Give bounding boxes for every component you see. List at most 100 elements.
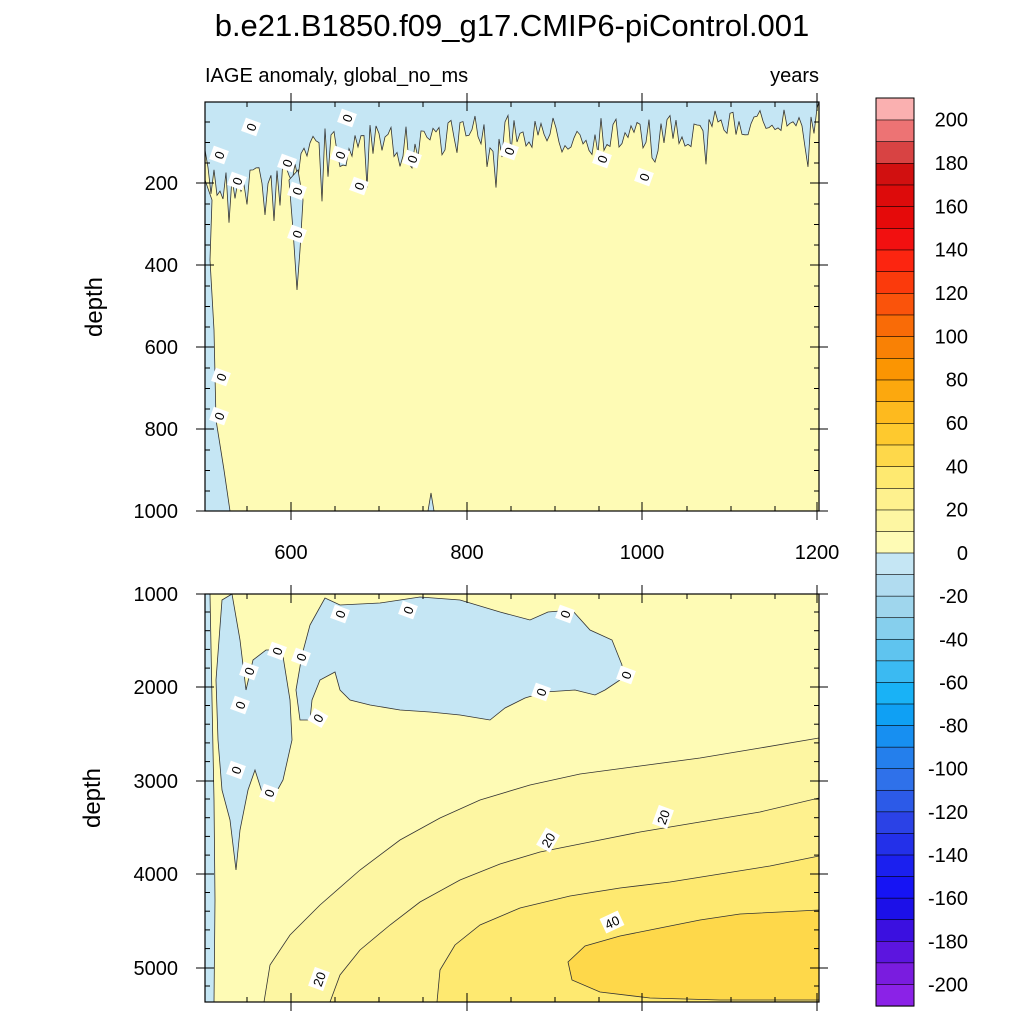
colorbar-label: 100 xyxy=(935,326,968,348)
upper-y-tick-labels: 200 400 600 800 1000 xyxy=(134,173,179,523)
colorbar-label: 0 xyxy=(957,543,968,565)
upper-x-tick-labels: 600 800 1000 1200 xyxy=(274,542,839,564)
colorbar-swatch xyxy=(875,833,915,856)
colorbar-swatch xyxy=(875,422,915,446)
contour-label: 0 xyxy=(289,185,306,197)
colorbar-swatch xyxy=(875,984,915,1007)
colorbar-label: -120 xyxy=(928,802,968,824)
colorbar-label: 40 xyxy=(946,456,968,478)
colorbar-swatch xyxy=(875,97,915,121)
x-tick-label: 1000 xyxy=(620,542,665,564)
colorbar-swatch xyxy=(875,638,915,662)
colorbar-label: -100 xyxy=(928,759,968,781)
contour-label: 0 xyxy=(261,787,278,799)
colorbar-swatch xyxy=(875,854,915,878)
colorbar-swatch xyxy=(875,682,915,705)
colorbar-labels: 200180160140120100806040200-20-40-60-80-… xyxy=(928,110,968,997)
contour-label: 0 xyxy=(501,145,518,157)
x-tick-label: 600 xyxy=(274,542,307,564)
lower-negative-left-strip xyxy=(205,594,216,1002)
lower-panel: 0 0 0 0 0 0 0 0 0 0 0 0 20 20 20 40 dept… xyxy=(79,584,828,1011)
y-tick-label: 2000 xyxy=(134,677,179,699)
colorbar-swatch xyxy=(875,249,915,272)
colorbar-swatch xyxy=(875,746,915,770)
contour-label: 0 xyxy=(232,699,249,711)
colorbar-label: -20 xyxy=(939,586,968,608)
contour-label: 0 xyxy=(351,180,368,192)
colorbar-swatch xyxy=(875,876,915,899)
y-tick-label: 1000 xyxy=(134,501,179,523)
contour-label: 20 xyxy=(310,970,329,989)
x-tick-label: 1200 xyxy=(795,542,840,564)
colorbar-label: -160 xyxy=(928,888,968,910)
lower-y-axis-title: depth xyxy=(79,768,106,828)
upper-contour-labels: 0 0 0 0 0 0 0 0 0 0 0 0 0 0 0 xyxy=(209,108,654,426)
colorbar-swatch xyxy=(875,617,915,640)
colorbar-label: -60 xyxy=(939,672,968,694)
colorbar-swatch xyxy=(875,119,915,142)
colorbar-swatch xyxy=(875,574,915,597)
contour-label: 0 xyxy=(211,149,228,161)
contour-label: 0 xyxy=(289,228,306,240)
x-tick-label: 800 xyxy=(450,542,483,564)
y-tick-label: 3000 xyxy=(134,771,179,793)
colorbar-label: -180 xyxy=(928,931,968,953)
upper-negative-region-surface xyxy=(205,102,819,223)
contour-label: 20 xyxy=(654,808,673,827)
colorbar-label: -40 xyxy=(939,629,968,651)
contour-label: 0 xyxy=(636,171,653,183)
colorbar-swatch xyxy=(875,184,915,207)
colorbar-swatch xyxy=(875,314,915,337)
colorbar-swatch xyxy=(875,141,915,164)
contour-label: 0 xyxy=(339,112,356,124)
colorbar-swatch xyxy=(875,811,915,835)
y-tick-label: 400 xyxy=(145,255,178,277)
upper-bottom-spike xyxy=(427,492,435,511)
colorbar-label: 140 xyxy=(935,240,968,262)
lower-axis-ticks xyxy=(196,585,828,1011)
colorbar-swatch xyxy=(875,703,915,727)
colorbar-label: -80 xyxy=(939,716,968,738)
subtitle-left: IAGE anomaly, global_no_ms xyxy=(205,65,468,87)
lower-band-80-plus xyxy=(567,909,819,1001)
contour-label: 0 xyxy=(400,604,417,616)
colorbar-swatch xyxy=(875,919,915,942)
contour-label: 20 xyxy=(538,830,558,850)
contour-label: 40 xyxy=(602,913,621,933)
colorbar-swatch xyxy=(875,552,915,576)
contour-label: 0 xyxy=(229,175,246,187)
colorbar-label: 20 xyxy=(946,500,968,522)
contour-label: 0 xyxy=(241,665,258,677)
contour-label: 0 xyxy=(594,153,611,165)
contour-label: 0 xyxy=(279,157,296,169)
colorbar-swatch xyxy=(875,725,915,748)
colorbar xyxy=(875,97,915,1007)
colorbar-label: 200 xyxy=(935,110,968,132)
lower-contour-labels: 0 0 0 0 0 0 0 0 0 0 0 0 20 20 20 40 xyxy=(226,600,674,992)
colorbar-swatch xyxy=(875,509,915,532)
colorbar-swatch xyxy=(875,336,915,359)
figure-title: b.e21.B1850.f09_g17.CMIP6-piControl.001 xyxy=(215,8,810,43)
colorbar-swatch xyxy=(875,206,915,229)
contour-label: 0 xyxy=(332,149,349,161)
colorbar-swatch xyxy=(875,292,915,316)
colorbar-swatch xyxy=(875,962,915,986)
colorbar-swatch xyxy=(875,379,915,402)
lower-plot-frame xyxy=(204,593,820,1003)
y-tick-label: 800 xyxy=(145,419,178,441)
colorbar-swatch xyxy=(875,401,915,424)
colorbar-label: -200 xyxy=(928,974,968,996)
contour-label: 0 xyxy=(213,371,230,383)
contour-label: 0 xyxy=(243,121,260,133)
y-tick-label: 600 xyxy=(145,337,178,359)
colorbar-swatch xyxy=(875,595,915,619)
colorbar-swatch xyxy=(875,357,915,381)
contour-label: 0 xyxy=(293,651,310,663)
colorbar-swatch xyxy=(875,162,915,186)
colorbar-swatch xyxy=(875,660,915,684)
contour-label: 0 xyxy=(404,153,421,165)
colorbar-swatch xyxy=(875,768,915,791)
colorbar-swatch xyxy=(875,227,915,251)
colorbar-swatch xyxy=(875,444,915,467)
y-tick-label: 4000 xyxy=(134,864,179,886)
